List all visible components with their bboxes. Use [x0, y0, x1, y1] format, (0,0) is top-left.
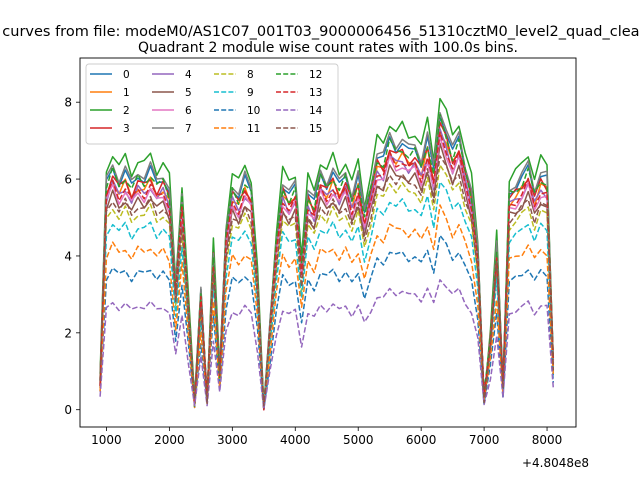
x-tick-label: 5000	[343, 433, 374, 447]
series-line-13	[99, 131, 555, 411]
legend-label-13: 13	[309, 87, 322, 99]
chart-title: Quadrant 2 module wise count rates with …	[138, 40, 518, 56]
series-lines	[99, 97, 555, 411]
legend-label-6: 6	[185, 105, 192, 117]
legend-label-4: 4	[185, 69, 192, 81]
y-tick-label: 4	[64, 249, 72, 263]
x-tick-label: 2000	[154, 433, 185, 447]
y-tick-label: 0	[64, 403, 72, 417]
series-line-5	[99, 142, 555, 411]
x-tick-label: 6000	[406, 433, 437, 447]
legend-label-1: 1	[123, 87, 130, 99]
legend-label-15: 15	[309, 123, 322, 135]
x-axis: 1000 2000 3000 4000 5000 6000 7000 8000	[91, 427, 562, 447]
x-tick-label: 7000	[469, 433, 500, 447]
legend-label-5: 5	[185, 87, 192, 99]
legend-label-8: 8	[247, 69, 254, 81]
legend-label-3: 3	[123, 123, 130, 135]
y-tick-label: 6	[64, 173, 72, 187]
x-axis-offset-label: +4.8048e8	[522, 456, 589, 470]
legend-label-10: 10	[247, 105, 260, 117]
legend-label-12: 12	[309, 69, 322, 81]
y-axis: 0 2 4 6 8	[64, 96, 80, 417]
series-line-12	[99, 114, 555, 411]
series-line-10	[99, 234, 555, 410]
legend-label-0: 0	[123, 69, 130, 81]
legend-label-9: 9	[247, 87, 254, 99]
x-tick-label: 1000	[91, 433, 122, 447]
y-tick-label: 8	[64, 96, 72, 110]
series-line-14	[99, 279, 555, 410]
plot-frame	[79, 57, 577, 428]
series-line-9	[99, 181, 555, 408]
figure-suptitle: Light curves from file: modeM0/AS1C07_00…	[0, 24, 640, 40]
series-line-3	[99, 121, 555, 410]
legend-label-14: 14	[309, 105, 323, 117]
legend-label-7: 7	[185, 123, 192, 135]
series-line-0	[99, 116, 555, 410]
x-tick-label: 4000	[280, 433, 311, 447]
legend-label-2: 2	[123, 105, 130, 117]
series-line-15	[99, 155, 555, 407]
series-line-2	[99, 97, 555, 406]
legend-frame	[85, 63, 339, 145]
x-tick-label: 8000	[532, 433, 563, 447]
x-tick-label: 3000	[217, 433, 248, 447]
y-tick-label: 2	[64, 326, 72, 340]
series-line-6	[99, 136, 555, 411]
series-line-1	[99, 132, 555, 407]
series-line-11	[99, 204, 555, 411]
legend-label-11: 11	[247, 123, 260, 135]
